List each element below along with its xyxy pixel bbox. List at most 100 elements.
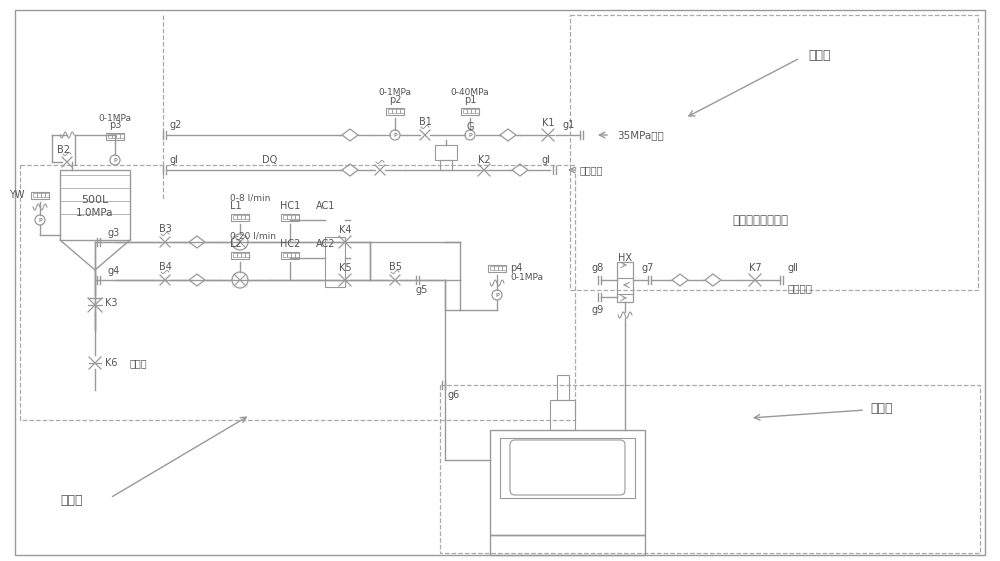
Text: G: G	[466, 122, 474, 132]
Bar	[617, 262, 633, 302]
Bar	[502, 266, 506, 270]
Text: DQ: DQ	[262, 155, 278, 165]
Bar	[490, 430, 645, 535]
Bar	[233, 215, 237, 219]
Text: HX: HX	[618, 253, 632, 263]
Text: AC2: AC2	[316, 239, 336, 249]
Text: g3: g3	[108, 228, 120, 238]
Bar	[241, 215, 244, 219]
Text: AC1: AC1	[316, 201, 335, 211]
Bar	[233, 253, 237, 257]
Bar	[41, 193, 44, 197]
Text: 0-40MPa: 0-40MPa	[451, 88, 489, 96]
Text: p2: p2	[389, 95, 401, 105]
Text: gI: gI	[170, 155, 179, 165]
Bar	[440, 160, 452, 170]
Bar	[570, 15, 978, 290]
Text: 0-20 l/min: 0-20 l/min	[230, 232, 276, 241]
Bar	[490, 266, 494, 270]
Text: p4: p4	[510, 263, 522, 273]
Text: 0-8 l/min: 0-8 l/min	[230, 194, 270, 203]
Text: HC1: HC1	[280, 201, 300, 211]
Text: P: P	[113, 158, 117, 163]
Text: 35MPa气源: 35MPa气源	[617, 130, 664, 140]
Bar	[112, 134, 116, 138]
Text: g8: g8	[592, 263, 604, 273]
Text: 低压气源: 低压气源	[788, 283, 813, 293]
Bar	[20, 165, 575, 420]
Text: B2: B2	[56, 145, 70, 155]
Text: L2: L2	[230, 239, 242, 249]
Text: p1: p1	[464, 95, 476, 105]
Bar	[31, 191, 49, 199]
Bar	[281, 251, 299, 259]
Text: p3: p3	[109, 120, 121, 130]
Bar	[291, 215, 294, 219]
Bar	[557, 375, 569, 400]
Bar	[295, 253, 298, 257]
Bar	[490, 535, 645, 555]
Bar	[120, 134, 124, 138]
Text: g1: g1	[563, 120, 575, 130]
Bar	[60, 170, 130, 240]
Text: YW: YW	[10, 190, 25, 200]
Text: B4: B4	[159, 262, 171, 272]
Text: g2: g2	[170, 120, 182, 130]
Text: P: P	[38, 218, 42, 223]
Text: g9: g9	[592, 305, 604, 315]
Text: 0-1MPa: 0-1MPa	[510, 273, 543, 282]
Bar	[283, 253, 287, 257]
Text: K1: K1	[542, 118, 554, 128]
Bar	[245, 215, 248, 219]
Bar	[281, 214, 299, 220]
Bar	[386, 108, 404, 114]
Bar	[471, 109, 475, 113]
Bar	[498, 266, 502, 270]
Bar	[108, 134, 112, 138]
Bar	[440, 385, 980, 553]
Bar	[475, 109, 479, 113]
Bar	[463, 109, 466, 113]
Bar	[37, 193, 40, 197]
Bar	[325, 237, 345, 287]
Bar	[550, 400, 575, 430]
Text: 0-1MPa: 0-1MPa	[98, 113, 132, 122]
Bar	[45, 193, 48, 197]
Text: g4: g4	[108, 266, 120, 276]
Text: 接自来水: 接自来水	[580, 165, 604, 175]
Text: K5: K5	[339, 263, 351, 273]
Text: K2: K2	[478, 155, 490, 165]
Bar	[488, 264, 506, 272]
Bar	[237, 253, 240, 257]
Text: B5: B5	[388, 262, 402, 272]
Text: gⅡ: gⅡ	[788, 263, 799, 273]
Text: 测控台: 测控台	[809, 48, 831, 62]
Text: L1: L1	[230, 201, 242, 211]
Text: gI: gI	[541, 155, 550, 165]
Bar	[33, 193, 36, 197]
Bar	[494, 266, 498, 270]
Bar	[500, 438, 635, 498]
Text: g5: g5	[416, 285, 428, 295]
Bar	[283, 215, 287, 219]
Text: K3: K3	[105, 298, 118, 308]
Text: K4: K4	[339, 225, 351, 235]
Bar	[116, 134, 120, 138]
Text: B1: B1	[419, 117, 431, 127]
Bar	[245, 253, 248, 257]
Text: 1.0MPa: 1.0MPa	[76, 208, 114, 218]
Text: P: P	[393, 133, 397, 138]
Bar	[106, 132, 124, 140]
Text: 接下水: 接下水	[130, 358, 148, 368]
Bar	[467, 109, 471, 113]
Text: 装卡台: 装卡台	[870, 402, 893, 415]
Bar	[396, 109, 400, 113]
Bar	[295, 215, 298, 219]
Text: K7: K7	[749, 263, 761, 273]
Bar	[291, 253, 294, 257]
Bar	[231, 214, 249, 220]
Bar	[231, 251, 249, 259]
Text: g6: g6	[448, 390, 460, 400]
Bar	[237, 215, 240, 219]
Bar	[400, 109, 404, 113]
